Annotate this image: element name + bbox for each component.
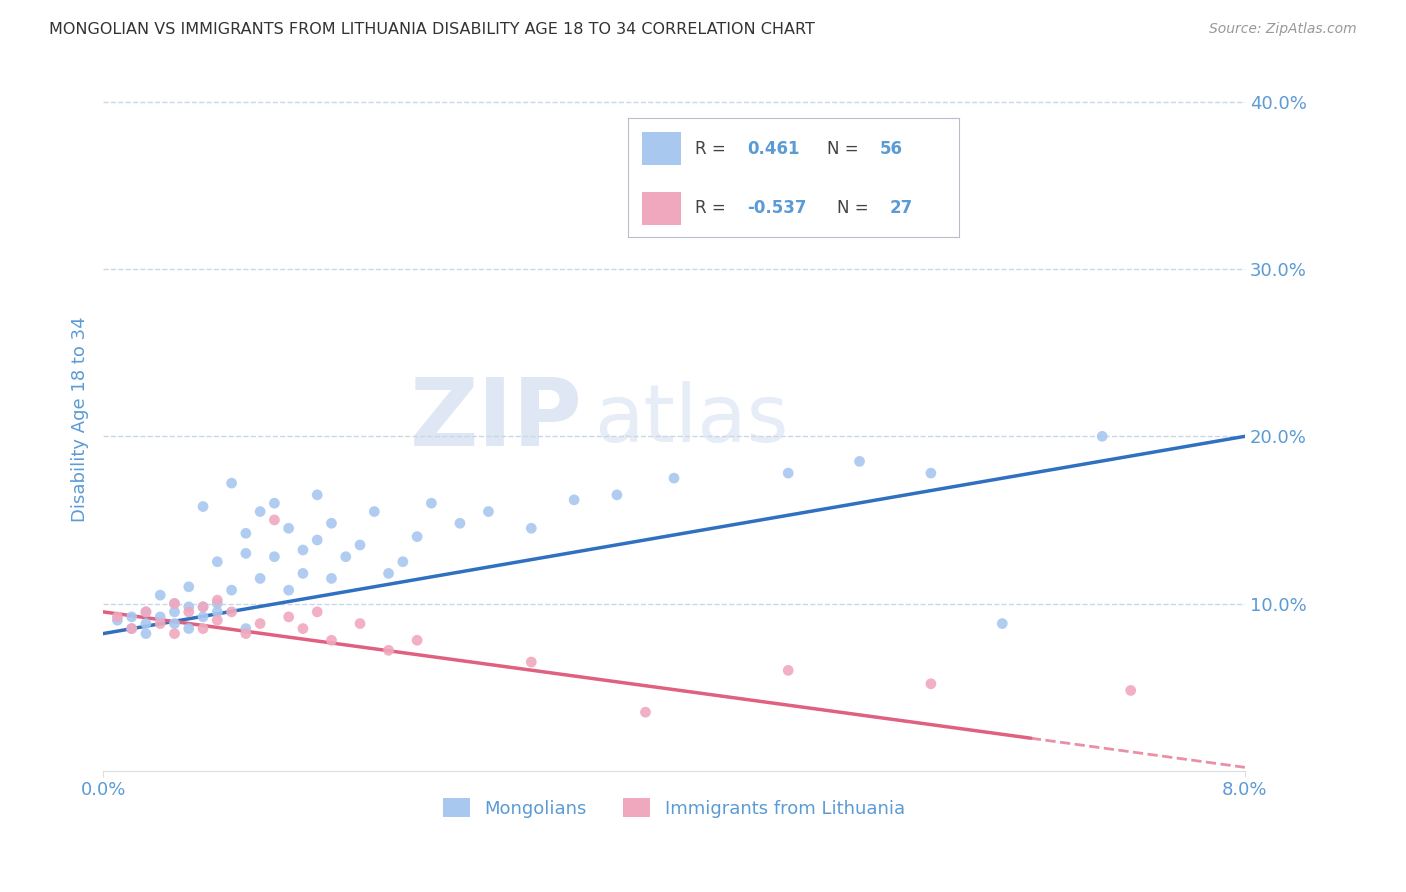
Text: Source: ZipAtlas.com: Source: ZipAtlas.com [1209, 22, 1357, 37]
Point [307, 533, 329, 547]
Point [277, 583, 299, 598]
Point [477, 504, 499, 518]
Text: ZIP: ZIP [409, 374, 582, 466]
Point [207, 613, 229, 627]
Point [1119, 683, 1142, 698]
Point [307, 605, 329, 619]
Point [107, 613, 129, 627]
Point [291, 543, 314, 558]
Point [235, 626, 257, 640]
Point [562, 492, 585, 507]
Point [163, 597, 186, 611]
Point [163, 616, 186, 631]
Point [520, 655, 543, 669]
Point [163, 597, 186, 611]
Point [191, 599, 214, 614]
Point [235, 526, 257, 541]
Point [263, 513, 285, 527]
Point [449, 516, 471, 531]
Point [249, 616, 271, 631]
Point [149, 588, 172, 602]
Point [321, 571, 343, 585]
Point [191, 610, 214, 624]
Point [291, 566, 314, 581]
Point [349, 538, 371, 552]
Point [277, 610, 299, 624]
Point [163, 626, 186, 640]
Point [149, 616, 172, 631]
Point [177, 605, 200, 619]
Point [221, 476, 243, 491]
Point [321, 516, 343, 531]
Point [263, 549, 285, 564]
Point [191, 500, 214, 514]
Point [277, 521, 299, 535]
Point [406, 633, 429, 648]
Point [920, 466, 942, 480]
Point [207, 605, 229, 619]
Point [291, 622, 314, 636]
Point [520, 521, 543, 535]
Point [235, 622, 257, 636]
Point [848, 454, 870, 468]
Point [991, 616, 1014, 631]
Point [720, 178, 742, 193]
Point [177, 622, 200, 636]
Legend: Mongolians, Immigrants from Lithuania: Mongolians, Immigrants from Lithuania [436, 791, 912, 825]
Point [121, 610, 143, 624]
Point [135, 605, 157, 619]
Point [392, 555, 415, 569]
Point [191, 599, 214, 614]
Point [335, 549, 357, 564]
Point [249, 571, 271, 585]
Y-axis label: Disability Age 18 to 34: Disability Age 18 to 34 [72, 317, 89, 523]
Point [263, 496, 285, 510]
Point [249, 504, 271, 518]
Point [377, 566, 399, 581]
Point [221, 583, 243, 598]
Point [349, 616, 371, 631]
Point [177, 599, 200, 614]
Point [107, 610, 129, 624]
Point [121, 622, 143, 636]
Point [135, 605, 157, 619]
Point [221, 605, 243, 619]
Point [207, 555, 229, 569]
Point [307, 488, 329, 502]
Point [235, 546, 257, 560]
Point [135, 626, 157, 640]
Point [191, 622, 214, 636]
Text: atlas: atlas [595, 381, 789, 458]
Point [634, 705, 657, 719]
Point [207, 593, 229, 607]
Point [135, 616, 157, 631]
Point [163, 605, 186, 619]
Point [1091, 429, 1114, 443]
Point [363, 504, 385, 518]
Point [920, 677, 942, 691]
Point [406, 530, 429, 544]
Point [778, 664, 800, 678]
Point [121, 622, 143, 636]
Point [207, 597, 229, 611]
Text: MONGOLIAN VS IMMIGRANTS FROM LITHUANIA DISABILITY AGE 18 TO 34 CORRELATION CHART: MONGOLIAN VS IMMIGRANTS FROM LITHUANIA D… [49, 22, 815, 37]
Point [377, 643, 399, 657]
Point [606, 488, 628, 502]
Point [420, 496, 443, 510]
Point [778, 466, 800, 480]
Point [321, 633, 343, 648]
Point [149, 610, 172, 624]
Point [662, 471, 685, 485]
Point [177, 580, 200, 594]
